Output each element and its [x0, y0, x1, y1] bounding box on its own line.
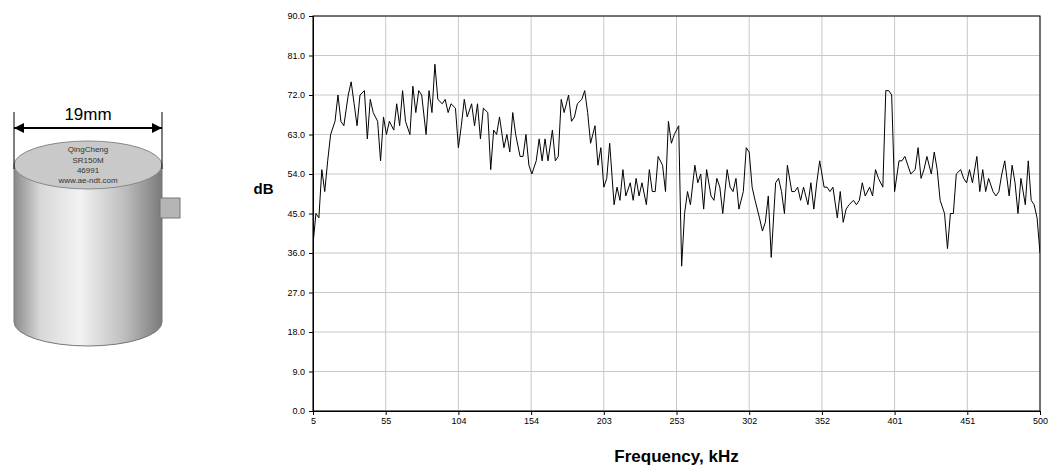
y-tick-mark	[309, 411, 313, 412]
y-axis-title: dB	[253, 180, 273, 197]
y-tick-label: 54.0	[287, 169, 305, 179]
y-tick: 90.0	[287, 11, 313, 21]
x-tick-mark	[531, 411, 532, 415]
x-tick-mark	[822, 411, 823, 415]
y-tick-mark	[309, 253, 313, 254]
dimension-arrow	[152, 123, 162, 133]
x-tick: 401	[888, 411, 903, 426]
x-tick-label: 401	[888, 416, 903, 426]
grid-line-y	[313, 213, 1040, 214]
y-tick: 54.0	[287, 169, 313, 179]
sensor-marking: 46991	[77, 166, 100, 175]
grid-line-y	[313, 371, 1040, 372]
y-tick-mark	[309, 214, 313, 215]
y-tick-mark	[309, 135, 313, 136]
plot-marks	[313, 64, 1040, 266]
x-tick-mark	[604, 411, 605, 415]
x-tick-label: 55	[381, 416, 391, 426]
x-tick: 104	[451, 411, 466, 426]
y-tick-label: 0.0	[292, 406, 305, 416]
x-axis-title: Frequency, kHz	[614, 447, 738, 466]
y-tick-label: 45.0	[287, 209, 305, 219]
x-tick-label: 352	[815, 416, 830, 426]
x-tick: 154	[524, 411, 539, 426]
y-tick: 72.0	[287, 90, 313, 100]
x-tick: 55	[381, 411, 391, 426]
y-tick-mark	[309, 293, 313, 294]
x-tick-mark	[386, 411, 387, 415]
extension-line	[162, 112, 163, 169]
x-tick-label: 253	[669, 416, 684, 426]
sensor-illustration: 19mm QingCheng SR150M46991www.ae-ndt.com	[14, 105, 180, 346]
x-tick: 500	[1033, 411, 1048, 426]
x-tick: 302	[742, 411, 757, 426]
x-tick-label: 154	[524, 416, 539, 426]
y-tick-mark	[309, 332, 313, 333]
x-tick-label: 203	[597, 416, 612, 426]
sensor-marking: SR150M	[72, 156, 103, 165]
dimension-label: 19mm	[64, 105, 111, 124]
x-tick: 253	[669, 411, 684, 426]
grid-line-y	[313, 55, 1040, 56]
x-tick-mark	[749, 411, 750, 415]
sensor-marking: www.ae-ndt.com	[57, 176, 117, 185]
y-tick-mark	[309, 56, 313, 57]
y-tick-label: 36.0	[287, 248, 305, 258]
y-tick-label: 18.0	[287, 327, 305, 337]
x-tick-mark	[967, 411, 968, 415]
sensor-marking: QingCheng	[68, 145, 108, 154]
sensor-top	[14, 141, 162, 189]
y-axis: 0.0 9.0 18.0 27.0 36.0 45.0 54.0 63.0 72.0 81.0 90…	[287, 11, 313, 416]
y-tick: 63.0	[287, 130, 313, 140]
extension-line	[14, 112, 15, 169]
grid-line-y	[313, 253, 1040, 254]
x-tick-mark	[1040, 411, 1041, 415]
y-tick-mark	[309, 16, 313, 17]
grid-line-y	[313, 134, 1040, 135]
spectrum-line	[313, 64, 1040, 266]
plot-frame	[313, 16, 1040, 411]
x-tick: 5	[311, 411, 316, 426]
x-tick-label: 104	[451, 416, 466, 426]
y-tick: 0.0	[292, 406, 313, 416]
x-tick: 352	[815, 411, 830, 426]
y-tick-label: 27.0	[287, 288, 305, 298]
x-tick-label: 451	[960, 416, 975, 426]
x-tick: 203	[597, 411, 612, 426]
y-tick: 45.0	[287, 209, 313, 219]
sensor-body	[14, 165, 162, 346]
y-tick-mark	[309, 95, 313, 96]
y-tick: 81.0	[287, 51, 313, 61]
plot-background	[313, 16, 1040, 411]
x-axis: 555104154203253302352401451500	[311, 411, 1048, 426]
y-tick-mark	[309, 174, 313, 175]
y-tick-label: 63.0	[287, 130, 305, 140]
x-axis-line	[314, 412, 1041, 416]
x-tick-mark	[677, 411, 678, 415]
y-tick-label: 72.0	[287, 90, 305, 100]
grid-line-y	[313, 292, 1040, 293]
x-tick-mark	[458, 411, 459, 415]
sensor-connector	[160, 198, 180, 218]
y-tick-label: 90.0	[287, 11, 305, 21]
dimension-line	[14, 127, 162, 129]
y-tick: 27.0	[287, 288, 313, 298]
y-tick: 9.0	[292, 367, 313, 377]
grid-line-y	[313, 332, 1040, 333]
y-tick: 36.0	[287, 248, 313, 258]
x-tick: 451	[960, 411, 975, 426]
dimension-arrow	[14, 123, 24, 133]
x-tick-label: 500	[1033, 416, 1048, 426]
y-tick: 18.0	[287, 327, 313, 337]
y-tick-mark	[309, 372, 313, 373]
y-tick-label: 81.0	[287, 51, 305, 61]
x-tick-label: 302	[742, 416, 757, 426]
grid	[313, 16, 1040, 411]
x-tick-label: 5	[311, 416, 316, 426]
y-tick-label: 9.0	[292, 367, 305, 377]
x-tick-mark	[895, 411, 896, 415]
